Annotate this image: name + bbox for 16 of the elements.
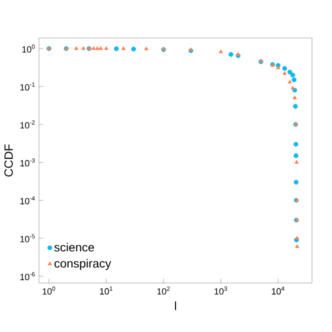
y-tick-label: 10$^{0}$ xyxy=(22,44,35,53)
x-tick-label: 10$^{0}$ xyxy=(42,286,56,295)
y-axis-title: CCDF xyxy=(4,144,13,176)
y-tick-label: 10$^{-1}$ xyxy=(20,82,35,91)
y-tick-label: 10$^{-4}$ xyxy=(20,196,35,204)
x-tick-label: 10$^{1}$ xyxy=(100,286,112,295)
y-tick-label: 10$^{-5}$ xyxy=(20,234,35,242)
legend-label: science xyxy=(54,242,94,252)
legend-label: conspiracy xyxy=(54,258,112,270)
x-tick-label: 10$^{3}$ xyxy=(214,286,227,295)
x-tick-label: 10$^{4}$ xyxy=(272,286,284,295)
y-tick-label: 10$^{-6}$ xyxy=(20,272,35,280)
x-tick-label: 10$^{2}$ xyxy=(157,286,170,295)
y-tick-label: 10$^{-3}$ xyxy=(20,158,35,166)
x-axis-title: l xyxy=(174,301,176,310)
y-tick-label: 10$^{-2}$ xyxy=(20,120,35,128)
